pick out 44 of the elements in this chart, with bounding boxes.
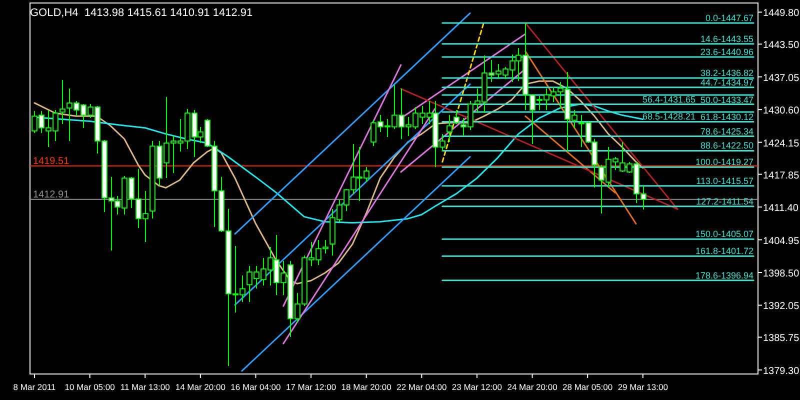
series-label: 100.0-1419.27: [695, 157, 754, 168]
y-tick-label: 1404.95: [763, 236, 800, 247]
y-tick-label: 1437.05: [763, 72, 800, 84]
x-tick-label: 24 Mar 20:00: [507, 382, 558, 392]
x-tick-label: 29 Mar 13:00: [618, 382, 668, 392]
y-tick-label: 1424.15: [763, 138, 800, 150]
series-label: 23.6-1440.96: [700, 47, 754, 57]
chart-title: GOLD,H4 1413.98 1415.61 1410.91 1412.91: [30, 7, 253, 19]
series-label: 113.0-1415.57: [696, 176, 754, 186]
y-tick-label: 1411.40: [763, 203, 799, 214]
x-tick-label: 18 Mar 20:00: [341, 382, 392, 392]
x-tick-label: 11 Mar 13:00: [120, 382, 170, 392]
x-tick-label: 22 Mar 04:00: [396, 382, 447, 392]
y-tick-label: 1379.30: [763, 366, 800, 377]
y-tick-label: 1398.50: [763, 268, 800, 280]
y-tick-label: 1385.75: [763, 333, 800, 344]
series-label: 14.6-1443.55: [700, 34, 754, 44]
x-tick-label: 10 Mar 05:00: [64, 382, 116, 392]
y-tick-label: 1449.80: [763, 8, 800, 20]
series-label: 88.6-1422.50: [700, 140, 754, 151]
series-label: 68.5-1428.21: [642, 112, 696, 122]
x-tick-label: 16 Mar 04:00: [230, 382, 282, 392]
series-label: 50.0-1433.47: [700, 95, 754, 106]
x-tick-label: 14 Mar 20:00: [175, 382, 226, 392]
x-tick-label: 23 Mar 12:00: [452, 382, 502, 392]
y-tick-label: 1430.60: [763, 106, 800, 117]
series-label: 161.8-1401.72: [695, 246, 754, 256]
series-label: 38.2-1436.82: [700, 68, 754, 78]
ref-line-label: 1412.91: [33, 189, 70, 200]
x-tick-label: 17 Mar 12:00: [286, 382, 336, 392]
x-tick-label: 8 Mar 2011: [13, 382, 56, 392]
ref-line-label: 1419.51: [33, 156, 70, 167]
series-label: 78.6-1425.34: [700, 126, 754, 136]
y-tick-label: 1417.85: [763, 170, 800, 182]
series-label: 178.6-1396.94: [695, 270, 754, 280]
series-label: 150.0-1405.07: [695, 229, 754, 240]
series-label: 61.8-1430.12: [700, 112, 754, 122]
y-tick-label: 1392.05: [763, 301, 800, 312]
series-label: 0.0-1447.67: [705, 12, 754, 23]
x-tick-label: 28 Mar 05:00: [562, 382, 613, 392]
series-label: 127.2-1411.54: [696, 196, 754, 206]
series-label: 44.7-1434.97: [700, 77, 754, 88]
y-tick-label: 1443.50: [763, 40, 800, 52]
series-label: 56.4-1431.65: [642, 94, 696, 104]
